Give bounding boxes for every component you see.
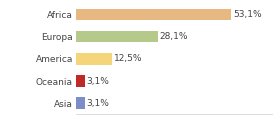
Bar (76, 97, 85, 109)
Bar (76, 9, 231, 20)
Text: 3,1%: 3,1% (87, 77, 109, 86)
Text: 12,5%: 12,5% (114, 54, 143, 63)
Bar (76, 31, 158, 42)
Text: 3,1%: 3,1% (87, 99, 109, 108)
Text: 28,1%: 28,1% (160, 32, 188, 41)
Text: 53,1%: 53,1% (233, 10, 262, 19)
Bar (76, 53, 112, 65)
Bar (76, 75, 85, 87)
